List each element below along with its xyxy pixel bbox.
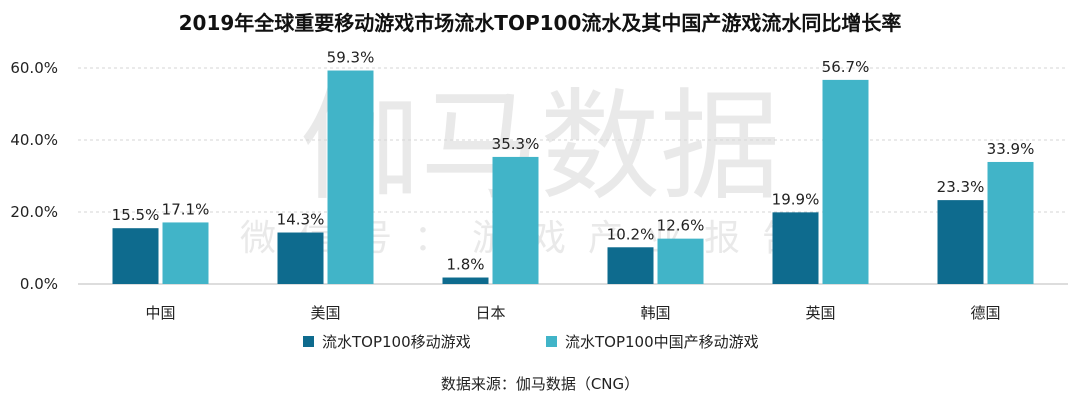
legend-swatch-series-2 <box>546 336 557 347</box>
bar-series-2 <box>822 79 869 284</box>
bar-series-1 <box>772 212 819 284</box>
bars <box>112 70 1034 285</box>
bar-series-2 <box>162 222 209 284</box>
bar-series-1 <box>277 232 324 284</box>
bar-series-1 <box>442 277 489 284</box>
bar-series-2 <box>327 70 374 285</box>
data-labels: 15.5% 17.1% 14.3% 59.3% 1.8% 35.3% 10.2% 12.6% 1… <box>112 49 1035 274</box>
bar-series-2 <box>492 156 539 284</box>
x-category-label: 德国 <box>970 304 1000 322</box>
source-note: 数据来源：伽马数据（CNG） <box>441 375 639 393</box>
legend: 流水TOP100移动游戏 流水TOP100中国产移动游戏 <box>303 333 759 351</box>
bar-series-1 <box>937 200 984 284</box>
data-label: 19.9% <box>772 190 820 208</box>
bar-series-1 <box>607 247 654 284</box>
bar-series-2 <box>657 238 704 284</box>
y-tick-label: 40.0% <box>10 131 58 149</box>
data-label: 17.1% <box>162 200 210 218</box>
data-label: 12.6% <box>657 217 705 235</box>
chart-title: 2019年全球重要移动游戏市场流水TOP100流水及其中国产游戏流水同比增长率 <box>179 11 902 35</box>
x-category-label: 中国 <box>145 304 175 322</box>
y-tick-label: 60.0% <box>10 59 58 77</box>
y-axis-ticks: 0.0% 20.0% 40.0% 60.0% <box>10 59 58 293</box>
legend-label-series-2: 流水TOP100中国产移动游戏 <box>565 333 759 351</box>
data-label: 59.3% <box>327 49 375 67</box>
x-category-label: 美国 <box>310 304 340 322</box>
data-label: 1.8% <box>446 256 484 274</box>
y-tick-label: 20.0% <box>10 203 58 221</box>
watermark-main: 伽马数据 <box>300 78 780 217</box>
y-tick-label: 0.0% <box>20 275 58 293</box>
data-label: 23.3% <box>937 178 985 196</box>
data-label: 33.9% <box>987 140 1035 158</box>
gridlines <box>78 67 1068 213</box>
bar-series-2 <box>987 161 1034 284</box>
x-category-label: 日本 <box>475 304 505 322</box>
bar-series-1 <box>112 228 159 284</box>
x-category-label: 英国 <box>805 304 835 322</box>
legend-label-series-1: 流水TOP100移动游戏 <box>322 333 471 351</box>
data-label: 35.3% <box>492 135 540 153</box>
data-label: 56.7% <box>822 58 870 76</box>
data-label: 15.5% <box>112 206 160 224</box>
x-axis-categories: 中国 美国 日本 韩国 英国 德国 <box>145 304 1000 322</box>
data-label: 14.3% <box>277 211 325 229</box>
legend-swatch-series-1 <box>303 336 314 347</box>
data-label: 10.2% <box>607 225 655 243</box>
x-category-label: 韩国 <box>640 304 670 322</box>
